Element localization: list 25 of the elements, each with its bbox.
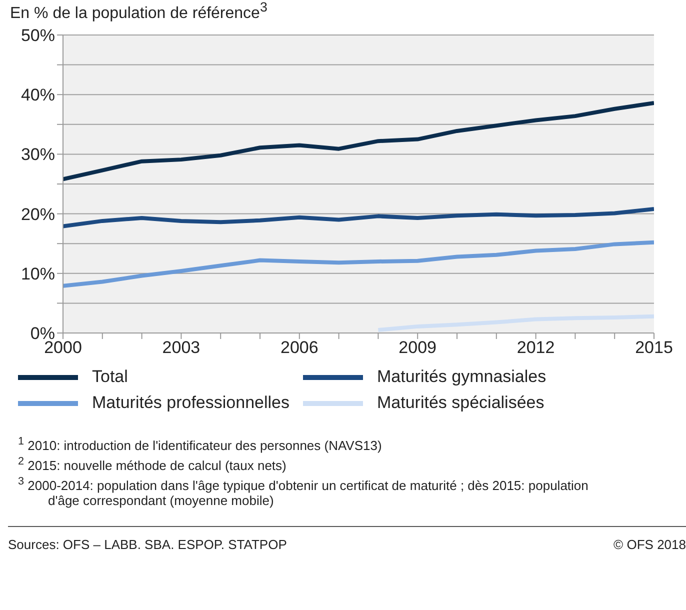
x-tick-label: 2000 — [44, 338, 82, 358]
line-series — [63, 101, 654, 182]
y-tick-label: 20% — [20, 205, 55, 224]
x-tick-label: 2015 — [635, 338, 673, 358]
text: $^{1}$ 2010: introduction de l'identificateur des personnes (NAVS13) — [18, 435, 382, 453]
source-note: Sources: OFS – LABB. SBA. ESPOP. STATPOP — [8, 537, 287, 552]
x-tick-label: 2003 — [162, 338, 200, 358]
line-series — [63, 240, 654, 288]
legend-label: Maturités spécialisées — [376, 393, 546, 414]
line-series — [376, 314, 654, 332]
legend-label: Total — [91, 367, 129, 388]
x-tick-label: 2006 — [280, 338, 318, 358]
legend-label: Maturités professionnelles — [91, 393, 290, 414]
text: $^{2}$ 2015: nouvelle méthode de calcul (taux nets) — [18, 456, 286, 473]
x-tick-label: 2009 — [398, 338, 437, 358]
x-tick-label: 2012 — [516, 338, 555, 358]
y-tick-label: 40% — [20, 86, 55, 105]
legend-label: Maturités gymnasiales — [376, 367, 548, 388]
y-tick-label: 30% — [20, 146, 55, 165]
text: $^{3}$ 2000-2014: population dans l'âge typique d'obtenir un certificat de maturité ; dès 2015: population d'âge correspondant (moyenne mobile) — [18, 476, 588, 508]
line-series — [63, 207, 654, 229]
text: © OFS 2018 — [614, 537, 686, 552]
y-tick-label: 10% — [20, 264, 55, 284]
chart-title: En % de la population de référence$^{3}$ — [10, 0, 268, 22]
y-tick-label: 50% — [20, 26, 55, 46]
